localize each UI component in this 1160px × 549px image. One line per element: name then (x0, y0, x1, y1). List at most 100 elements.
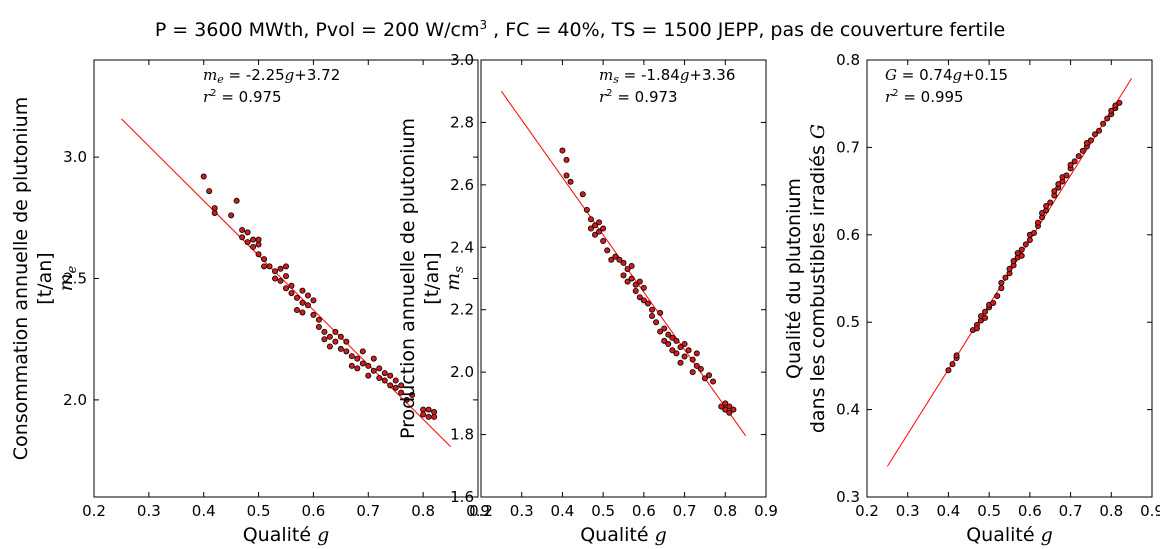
data-point (376, 375, 383, 382)
data-point (425, 413, 432, 420)
data-point (321, 336, 328, 343)
data-point (321, 328, 328, 335)
eq-g: g (680, 66, 690, 84)
data-point (587, 216, 594, 223)
data-point (354, 365, 361, 372)
data-point (255, 236, 262, 243)
data-point (288, 290, 295, 297)
data-point (1014, 250, 1021, 257)
data-point (392, 384, 399, 391)
x-tick-label: 0.9 (754, 502, 778, 520)
data-point (669, 334, 676, 341)
data-point (636, 278, 643, 285)
axes-frame (480, 59, 767, 498)
data-point (1006, 265, 1013, 272)
y-tick-label: 0.6 (836, 226, 860, 244)
data-point (665, 331, 672, 338)
data-point (596, 228, 603, 235)
data-point (431, 413, 438, 420)
r2-sup: 2 (606, 88, 612, 99)
data-point (563, 172, 570, 179)
data-point (293, 307, 300, 314)
data-point (628, 263, 635, 270)
data-point (1026, 237, 1033, 244)
data-point (726, 409, 733, 416)
x-tick-label: 0.6 (1018, 502, 1042, 520)
data-point (673, 350, 680, 357)
data-point (1055, 181, 1062, 188)
data-point (299, 287, 306, 294)
data-point (722, 406, 729, 413)
eq-g: g (285, 66, 295, 84)
data-point (1096, 127, 1103, 134)
data-point (206, 188, 213, 195)
data-point (403, 396, 410, 403)
y-tick-label: 2.8 (450, 113, 474, 131)
data-point (326, 343, 333, 350)
data-point (272, 275, 279, 282)
data-point (587, 225, 594, 232)
y-axis-label-unit: [t/an] (421, 252, 443, 304)
panel-1: 0.2 0.3 0.4 0.5 0.6 0.7 0.8 0.9 2.0 2.5 3.0 Qualité… (10, 59, 490, 546)
r2-sup: 2 (210, 88, 216, 99)
y-axis-label-var-sub: e (65, 265, 80, 273)
data-point (337, 345, 344, 352)
data-point (998, 279, 1005, 286)
regression-equation: ms = -1.84g+3.36 (599, 66, 735, 86)
y-axis-label-line2: [t/an] (34, 252, 56, 304)
x-axis-label-var: g (317, 524, 329, 546)
x-tick-label: 0.4 (550, 502, 574, 520)
data-point (343, 348, 350, 355)
data-point (228, 212, 235, 219)
y-axis-label-var: m (55, 273, 77, 291)
data-point (1071, 158, 1078, 165)
data-point (628, 275, 635, 282)
r2-value: = 0.973 (613, 88, 678, 106)
y-tick-label: 2.5 (63, 270, 87, 288)
data-point (310, 297, 317, 304)
data-point (310, 311, 317, 318)
data-point (681, 341, 688, 348)
x-tick-label: 0.2 (82, 502, 106, 520)
data-point (315, 316, 322, 323)
y-tick-label: 0.5 (836, 313, 860, 331)
data-point (1104, 115, 1111, 122)
r2-value: = 0.975 (217, 88, 282, 106)
data-point (1083, 140, 1090, 147)
data-point (409, 392, 416, 399)
x-axis-label-var: g (1041, 524, 1053, 546)
data-point (608, 256, 615, 263)
data-point (261, 256, 268, 263)
data-point (398, 389, 405, 396)
r2-var: r (885, 88, 893, 106)
data-point (669, 347, 676, 354)
data-point (244, 239, 251, 246)
eq-var-sub: s (613, 73, 619, 86)
data-point (420, 411, 427, 418)
data-point (239, 226, 246, 233)
data-point (244, 229, 251, 236)
data-point (949, 361, 956, 368)
y-tick-label: 0.4 (836, 401, 860, 419)
data-point (640, 284, 647, 291)
data-point (982, 308, 989, 315)
data-point (277, 277, 284, 284)
data-point (293, 294, 300, 301)
data-point (994, 292, 1001, 299)
r-squared-label: r2 = 0.973 (599, 88, 678, 106)
data-point (1030, 230, 1037, 237)
data-point (644, 300, 651, 307)
data-point (387, 382, 394, 389)
y-tick-label: 2.6 (450, 176, 474, 194)
data-point (1002, 274, 1009, 281)
data-point (636, 294, 643, 301)
x-tick-label: 0.5 (247, 502, 271, 520)
figure-title-main: P = 3600 MWth, Pvol = 200 W/cm (155, 19, 480, 41)
y-axis-label-line1: Production annuelle de plutonium (397, 118, 419, 439)
data-point (261, 263, 268, 270)
x-tick-label: 0.8 (713, 502, 737, 520)
x-axis-label-text: Qualité (243, 524, 317, 546)
r2-var: r (203, 88, 211, 106)
data-point (583, 206, 590, 213)
